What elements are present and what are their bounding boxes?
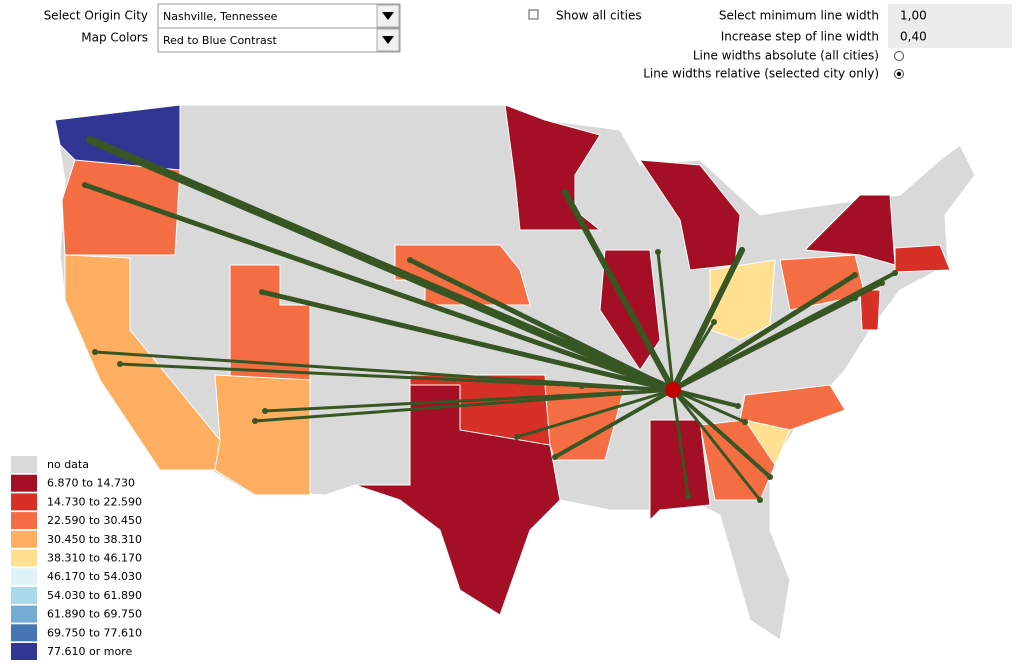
legend-swatch	[11, 493, 37, 511]
route-line	[515, 388, 675, 439]
legend-label: 38.310 to 46.170	[47, 552, 142, 565]
city-dot	[852, 295, 858, 301]
route-line	[671, 388, 740, 408]
city-dot	[757, 497, 763, 503]
state	[739, 384, 846, 431]
origin-city	[665, 382, 681, 398]
city-dot	[117, 361, 123, 367]
legend-label: 30.450 to 38.310	[47, 533, 142, 546]
city-dot	[262, 408, 268, 414]
legend-swatch	[11, 530, 37, 548]
city-dot	[892, 270, 898, 276]
step-label: Increase step of line width	[721, 30, 879, 44]
legend-label: 6.870 to 14.730	[47, 477, 135, 490]
state	[214, 374, 311, 496]
legend-swatch	[11, 643, 37, 660]
legend-label: 14.730 to 22.590	[47, 495, 142, 508]
state	[354, 384, 561, 616]
route-line	[671, 388, 747, 424]
city-dot	[852, 272, 858, 278]
route-line	[671, 296, 857, 392]
legend-swatch	[11, 568, 37, 586]
colors-label: Map Colors	[81, 31, 148, 45]
radio-label: Line widths relative (selected city only…	[643, 67, 879, 81]
city-dot	[742, 419, 748, 425]
state	[859, 289, 881, 331]
route-line	[671, 388, 762, 502]
route-line	[263, 388, 675, 413]
route-line	[670, 247, 745, 393]
state	[894, 244, 951, 273]
legend-label: 54.030 to 61.890	[47, 589, 142, 602]
legend-label: 77.610 or more	[47, 645, 132, 658]
radio-label: Line widths absolute (all cities)	[693, 49, 879, 63]
city-dot	[711, 319, 717, 325]
legend-swatch	[11, 624, 37, 642]
city-dot	[562, 189, 568, 195]
min-width-label: Select minimum line width	[719, 9, 879, 23]
legend-label: no data	[47, 458, 89, 471]
checkbox[interactable]	[528, 9, 539, 20]
legend-swatch	[11, 549, 37, 567]
route-line	[562, 189, 676, 393]
city-dot	[92, 349, 98, 355]
arrow-icon	[382, 12, 394, 20]
route-line	[670, 272, 858, 393]
legend-swatch	[11, 512, 37, 530]
route-line	[553, 388, 675, 459]
origin-value: Nashville, Tennessee	[163, 10, 278, 23]
city-dot	[552, 454, 558, 460]
route-line	[580, 384, 675, 392]
legend-swatch	[11, 456, 37, 473]
route-line	[82, 182, 676, 393]
checkbox-label: Show all cities	[556, 9, 642, 23]
route-line	[86, 136, 677, 394]
route-line	[671, 388, 772, 479]
city-dot	[879, 280, 885, 286]
city-dot	[579, 383, 585, 389]
legend-label: 22.590 to 30.450	[47, 514, 142, 527]
route-line	[259, 289, 676, 393]
legend-label: 69.750 to 77.610	[47, 626, 142, 639]
min-width-value: 1,00	[900, 9, 927, 23]
origin-dropdown[interactable]	[157, 3, 401, 29]
route-line	[407, 257, 676, 393]
city-dot	[655, 249, 661, 255]
legend-swatch	[11, 605, 37, 623]
arrow-icon	[382, 36, 394, 44]
radio[interactable]	[894, 51, 904, 61]
origin-label: Select Origin City	[44, 9, 148, 23]
city-dot	[685, 493, 691, 499]
route-line	[671, 388, 690, 498]
radio-dot	[896, 71, 902, 77]
step-value: 0,40	[900, 30, 927, 44]
city-dot	[767, 474, 773, 480]
legend-label: 46.170 to 54.030	[47, 570, 142, 583]
city-dot	[82, 182, 88, 188]
min-width-input[interactable]	[888, 4, 1012, 26]
colors-value: Red to Blue Contrast	[163, 34, 277, 47]
city-dot	[87, 137, 93, 143]
route-line	[253, 388, 675, 423]
city-dot	[407, 257, 413, 263]
city-dot	[735, 403, 741, 409]
state	[649, 419, 711, 522]
route-line	[93, 350, 675, 392]
legend-swatch	[11, 586, 37, 604]
state	[699, 419, 776, 501]
legend-label: 61.890 to 69.750	[47, 608, 142, 621]
route-line	[656, 250, 675, 392]
city-dot	[252, 418, 258, 424]
city-dot	[739, 247, 745, 253]
colors-dropdown[interactable]	[157, 27, 401, 53]
legend-swatch	[11, 474, 37, 492]
step-input[interactable]	[888, 26, 1012, 48]
city-dot	[514, 434, 520, 440]
city-dot	[259, 289, 265, 295]
state	[803, 194, 896, 266]
